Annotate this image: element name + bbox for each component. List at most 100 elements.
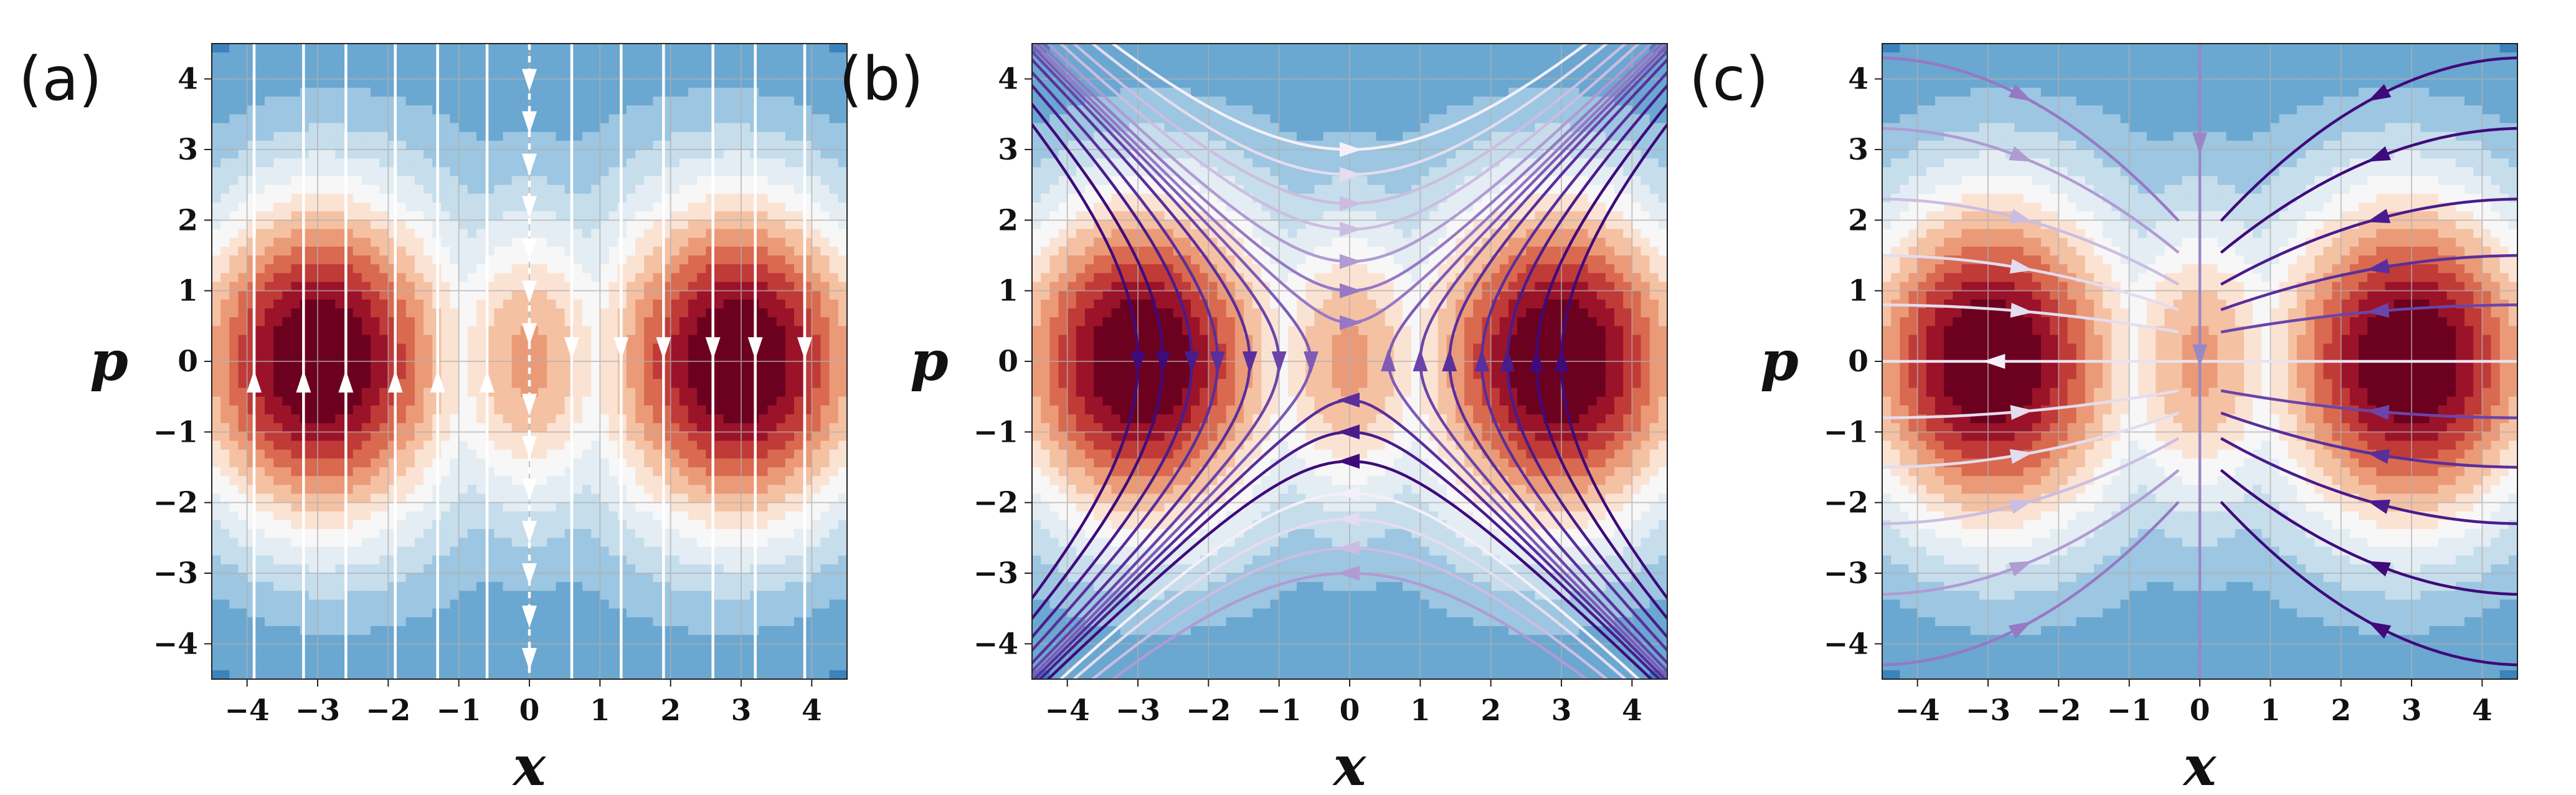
grid: [212, 44, 847, 679]
streamline-arrow: [522, 111, 537, 134]
streamline-arrow: [1500, 349, 1515, 371]
streamline-arrow: [2009, 561, 2033, 577]
panel-label: (b): [839, 44, 924, 114]
streamline-arrow: [1340, 167, 1362, 183]
x-tick-label: 4: [802, 693, 822, 728]
panel-label: (c): [1689, 44, 1769, 114]
streamline-arrow: [705, 337, 721, 360]
x-tick-label: −4: [225, 693, 270, 728]
streamline-arrow: [2192, 132, 2207, 155]
streamline-arrow: [1340, 142, 1362, 157]
streamline-arrow: [296, 370, 311, 393]
streamline-arrow: [2008, 621, 2032, 639]
streamline-arrow: [1340, 283, 1362, 298]
streamline-arrow: [2008, 83, 2032, 102]
streamline-arrow: [1340, 315, 1362, 330]
streamline-arrow: [2010, 405, 2034, 420]
y-tick-label: 2: [178, 203, 198, 237]
streamline-arrow: [2366, 405, 2390, 420]
streamline-arrow: [2366, 303, 2390, 318]
x-tick-label: 2: [2331, 693, 2351, 728]
panel-label: (a): [19, 44, 102, 114]
streamline-arrow: [522, 238, 537, 261]
x-tick-label: −3: [1966, 693, 2010, 728]
streamline-arrow: [1340, 196, 1362, 211]
streamline-arrow: [2009, 499, 2033, 514]
y-tick-label: 3: [1848, 133, 1868, 167]
streamline-arrow: [2010, 303, 2034, 318]
streamline-arrow: [1130, 351, 1145, 374]
streamline-arrow: [1337, 486, 1360, 501]
streamline-arrow: [522, 69, 537, 92]
streamline-arrow: [797, 337, 812, 360]
x-tick-label: 1: [2260, 693, 2281, 728]
y-tick-label: −3: [973, 556, 1018, 591]
y-tick-label: −1: [973, 415, 1018, 449]
streamline-arrow: [2009, 449, 2034, 464]
x-tick-label: 0: [1340, 693, 1360, 728]
y-tick-label: −4: [1824, 627, 1868, 661]
streamline-arrow: [1474, 349, 1489, 371]
x-tick-label: 4: [1622, 693, 1642, 728]
y-tick-label: 4: [998, 62, 1018, 97]
y-tick-label: 1: [998, 274, 1018, 308]
streamline-arrow: [522, 394, 537, 416]
x-tick-label: 0: [519, 693, 540, 728]
x-tick-label: −2: [1186, 693, 1231, 728]
streamline-arrow: [522, 436, 537, 459]
streamline-arrow: [522, 606, 537, 628]
y-axis-label: p: [910, 328, 949, 393]
axis-ticks: −4 −3 −2 −1 0 1 2 3 4 −4 −3 −2 −1 0 1 2 3 4: [973, 62, 1642, 728]
x-tick-label: −3: [295, 693, 340, 728]
streamline-arrow: [1337, 393, 1360, 407]
y-tick-label: 0: [178, 345, 198, 379]
y-tick-label: 4: [1848, 62, 1868, 97]
streamline-arrow: [522, 478, 537, 501]
y-tick-label: 3: [178, 133, 198, 167]
chart-panel-b: −4 −3 −2 −1 0 1 2 3 4 −4 −3 −2 −1 0 1 2 3 4 x p (b): [839, 43, 1668, 795]
x-tick-label: 3: [1551, 693, 1572, 728]
y-tick-label: 2: [998, 203, 1018, 237]
streamline-arrow: [2009, 146, 2033, 162]
streamline-arrow: [747, 337, 763, 360]
x-tick-label: −1: [437, 693, 481, 728]
streamline-arrow: [247, 370, 262, 393]
y-tick-label: 3: [998, 133, 1018, 167]
y-tick-label: −2: [973, 486, 1018, 520]
chart-panel-a: −4 −3 −2 −1 0 1 2 3 4 −4 −3 −2 −1 0 1 2 3 4 x p (a): [19, 43, 848, 795]
streamline-arrow: [1210, 351, 1225, 374]
streamline-arrow: [522, 196, 537, 219]
streamline-arrow: [1528, 349, 1544, 371]
y-tick-label: −2: [1824, 486, 1868, 520]
streamline-arrow: [2367, 621, 2392, 639]
streamline-arrow: [2192, 344, 2207, 367]
streamline-arrow: [1381, 349, 1396, 371]
x-axis-label: x: [512, 733, 547, 795]
x-tick-label: 2: [660, 693, 681, 728]
streamline-arrow: [522, 323, 537, 346]
y-tick-label: 2: [1848, 203, 1868, 237]
streamline-arrow: [1442, 349, 1457, 371]
streamline-arrow: [480, 370, 495, 393]
y-tick-label: −4: [973, 627, 1018, 661]
streamline-arrow: [1271, 351, 1287, 374]
streamline-arrow: [2366, 449, 2390, 464]
y-axis-label: p: [1760, 328, 1799, 393]
streamline-arrow: [522, 280, 537, 303]
x-tick-label: 0: [2190, 693, 2210, 728]
x-tick-label: 4: [2472, 693, 2493, 728]
y-tick-label: 1: [178, 274, 198, 308]
streamlines: [1032, 44, 1667, 679]
streamline-arrow: [1554, 349, 1569, 371]
streamline-arrow: [2367, 146, 2391, 162]
x-tick-label: −4: [1045, 693, 1090, 728]
x-tick-label: 3: [731, 693, 752, 728]
streamline-arrow: [656, 337, 671, 360]
streamlines: [247, 44, 812, 679]
x-tick-label: −1: [2107, 693, 2152, 728]
streamline-arrow: [1337, 424, 1360, 440]
y-tick-label: 0: [1848, 345, 1868, 379]
streamline-arrow: [1304, 351, 1319, 374]
x-tick-label: −3: [1115, 693, 1160, 728]
streamline-arrow: [522, 521, 537, 543]
